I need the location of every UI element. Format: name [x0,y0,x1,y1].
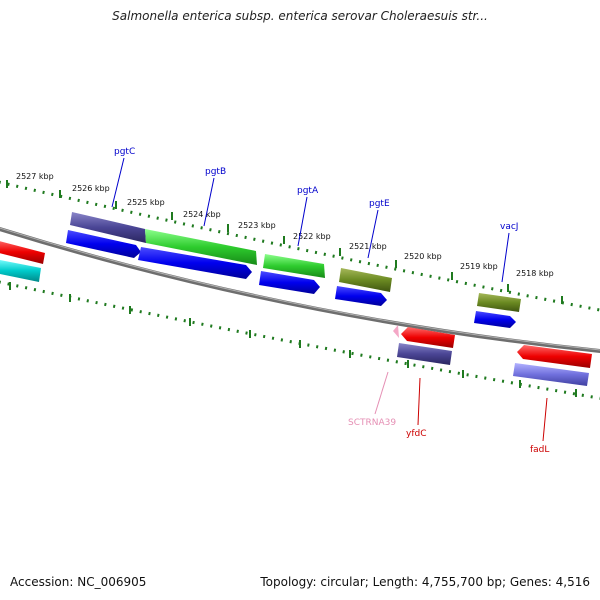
gene-vacJ[interactable] [477,293,521,312]
leader-sctrna39 [374,371,389,415]
scale-label-2525: 2525 kbp [127,198,165,207]
scale-label-2518: 2518 kbp [516,269,554,278]
gene-sctrna39[interactable] [393,325,399,338]
label-pgtA: pgtA [297,186,319,196]
genome-backbone [0,226,600,353]
gene-blue-4[interactable] [335,286,387,306]
label-pgtB: pgtB [205,167,226,177]
scale-label-2519: 2519 kbp [460,262,498,271]
gene-blue-2[interactable] [138,247,252,279]
major-ticks-upper [6,180,563,304]
label-pgtC: pgtC [114,147,135,157]
gene-blue-3[interactable] [259,271,320,294]
leader-pgtB [203,177,215,227]
leader-pgtE [367,209,379,259]
scale-label-2521: 2521 kbp [349,242,387,251]
label-fadL: fadL [530,445,549,455]
gene-pgtE[interactable] [339,268,392,292]
genome-backbone-highlight [0,227,600,351]
scale-label-2523: 2523 kbp [238,221,276,230]
leader-vacJ [501,232,510,283]
gene-pgtA[interactable] [263,254,325,278]
gene-yfdC[interactable] [397,343,452,365]
label-pgtE: pgtE [369,199,390,209]
gene-red-mid[interactable] [401,327,455,348]
leader-lines [111,157,548,442]
leader-pgtC [111,157,125,208]
gene-blue-5[interactable] [474,311,516,328]
label-vacJ: vacJ [500,222,518,232]
scale-label-2524: 2524 kbp [183,210,221,219]
accession-text: Accession: NC_006905 [10,575,147,589]
gene-red-right[interactable] [517,345,592,368]
gene-red-left[interactable] [0,240,45,264]
scale-label-2522: 2522 kbp [293,232,331,241]
label-yfdC: yfdC [406,429,427,439]
leader-yfdC [417,377,421,426]
gene-pgtB[interactable] [145,229,257,265]
major-ticks-lower [9,282,577,397]
scale-label-2526: 2526 kbp [72,184,110,193]
scale-label-2527: 2527 kbp [16,172,54,181]
label-sctrna39: SCTRNA39 [348,418,396,428]
scale-label-2520: 2520 kbp [404,252,442,261]
gene-fadL[interactable] [513,363,589,386]
gene-cyan-left[interactable] [0,259,41,282]
genome-summary-text: Topology: circular; Length: 4,755,700 bp… [260,575,590,589]
gene-pgtC[interactable] [70,212,146,243]
map-title: Salmonella enterica subsp. enterica sero… [112,9,488,23]
gene-blue-1[interactable] [66,230,141,258]
leader-fadL [542,397,548,442]
leader-pgtA [297,196,308,247]
